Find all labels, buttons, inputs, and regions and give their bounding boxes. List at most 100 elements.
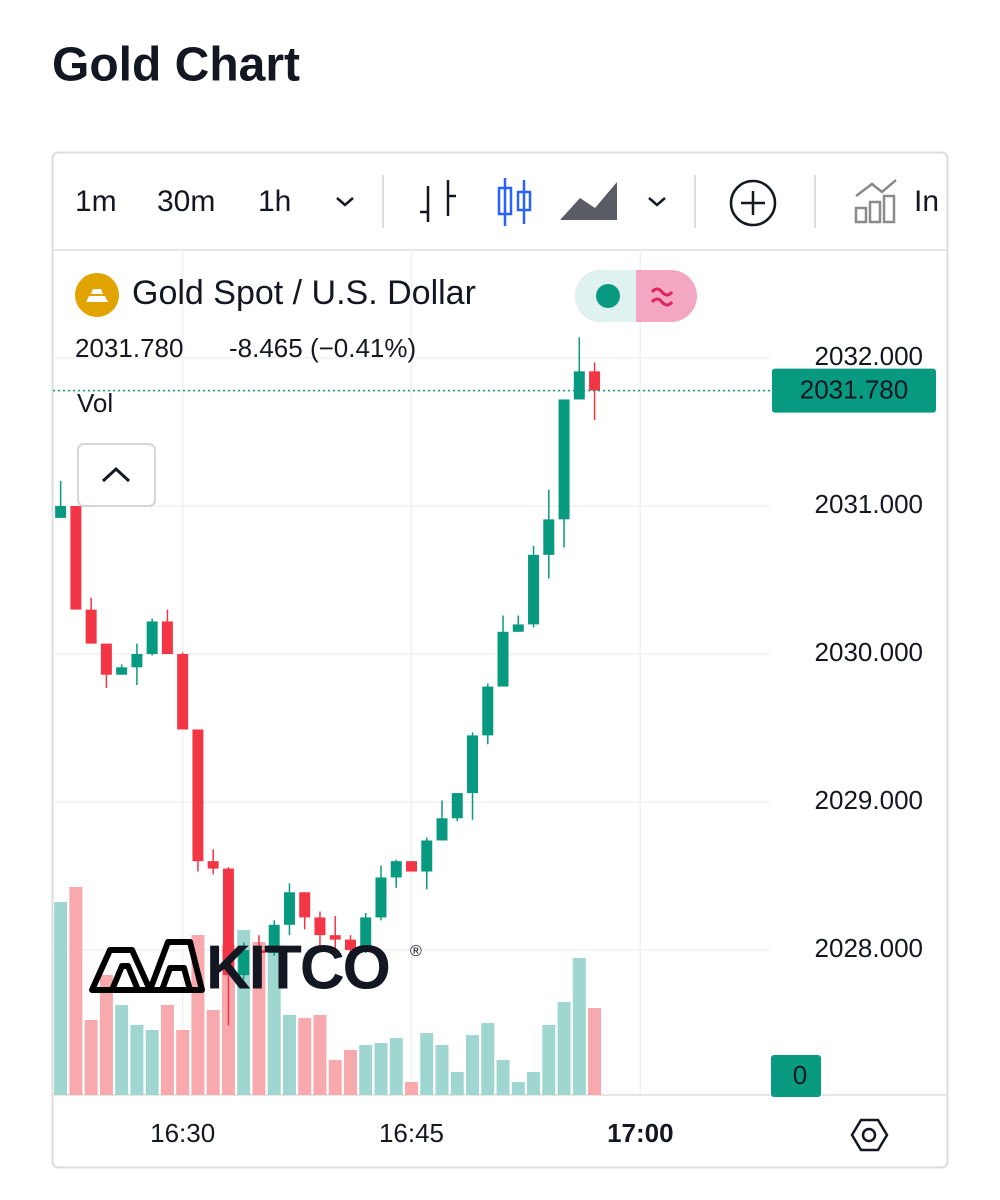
volume-bar: [435, 1045, 449, 1095]
volume-bar: [54, 902, 68, 1095]
y-tick-label: 2032.000: [815, 341, 923, 371]
candle-body: [528, 554, 540, 625]
candle-body: [131, 654, 143, 668]
candle-body: [100, 643, 112, 675]
symbol-icon: [75, 273, 119, 317]
market-open-dot: [596, 284, 620, 308]
volume-bar: [176, 1030, 190, 1095]
volume-bar: [298, 1018, 312, 1095]
settings-icon[interactable]: [850, 1118, 889, 1152]
symbol-icon-bars: [86, 289, 108, 302]
interval-button[interactable]: 30m: [157, 185, 215, 218]
candle-body: [177, 654, 189, 730]
interval-button[interactable]: 1m: [75, 185, 117, 218]
volume-bar: [588, 1008, 602, 1095]
volume-bar: [267, 945, 281, 1095]
volume-bar: [496, 1060, 510, 1095]
candle-body: [573, 371, 585, 400]
dropdown-icon[interactable]: [648, 197, 666, 207]
candle-body: [589, 371, 601, 391]
watermark-text: KITCO: [206, 933, 389, 1002]
candle-body: [146, 621, 158, 655]
x-tick-label: 17:00: [607, 1118, 674, 1148]
volume-bar: [572, 958, 586, 1095]
volume-bar: [206, 1010, 220, 1095]
volume-bar: [328, 1060, 342, 1095]
candle-body: [192, 729, 204, 862]
volume-bar: [450, 1072, 464, 1095]
candle-body: [283, 892, 295, 925]
volume-legend: Vol: [77, 388, 113, 418]
collapse-icon: [101, 466, 131, 483]
bars-icon[interactable]: [420, 180, 456, 222]
indicators-icon[interactable]: [854, 179, 897, 224]
candle-body: [161, 621, 173, 655]
candle-body: [299, 892, 311, 918]
x-tick-label: 16:30: [150, 1118, 215, 1148]
volume-bar: [374, 1043, 388, 1095]
collapse-button[interactable]: [77, 443, 156, 507]
volume-bar: [389, 1038, 403, 1095]
volume-bar: [511, 1082, 525, 1095]
candle-body: [436, 818, 448, 841]
candle-body: [543, 519, 555, 555]
candle-body: [314, 917, 326, 936]
candle-body: [116, 667, 128, 675]
volume-bar: [313, 1015, 327, 1095]
volume-bar: [405, 1082, 418, 1095]
candle-body: [406, 861, 417, 872]
y-tick-label: 2028.000: [815, 933, 923, 963]
candle-body: [421, 840, 433, 872]
candle-body: [558, 399, 570, 520]
volume-bar: [542, 1025, 556, 1095]
volume-bar: [466, 1035, 480, 1095]
volume-bar: [115, 1005, 129, 1095]
candle-body: [360, 917, 372, 950]
candle-body: [451, 793, 463, 819]
last-price: 2031.780: [75, 333, 183, 363]
x-tick-label: 16:45: [379, 1118, 444, 1148]
watermark-registered: ®: [410, 943, 422, 960]
last-price-tag: [772, 368, 936, 413]
volume-bar: [359, 1045, 373, 1095]
candle-body: [497, 631, 509, 687]
compare-icon[interactable]: [729, 179, 777, 227]
candle-body: [268, 924, 280, 953]
volume-bar: [557, 1002, 571, 1095]
y-tick-label: 2029.000: [815, 785, 923, 815]
volume-tick-tag: [771, 1055, 821, 1097]
volume-bar: [130, 1025, 144, 1095]
volume-bar: [420, 1033, 434, 1095]
candle-body: [222, 868, 234, 976]
candle-body: [375, 877, 387, 918]
area-icon[interactable]: [560, 182, 617, 220]
dropdown-icon[interactable]: [336, 197, 354, 207]
plot-area: 2028.000 2029.000 2030.000 2031.000 2032.000…: [53, 250, 947, 1148]
candle-body: [70, 506, 82, 610]
candles-icon[interactable]: [497, 178, 532, 226]
watermark: KITCO ®: [89, 933, 422, 1002]
volume-bar: [84, 1020, 98, 1095]
candle-body: [253, 949, 265, 953]
volume-bar: [99, 975, 113, 1095]
price-change: -8.465 (−0.41%): [229, 333, 416, 363]
candle-body: [390, 861, 402, 878]
candle-body: [467, 735, 479, 794]
last-price-tag-label: 2031.780: [800, 374, 908, 404]
toolbar-label[interactable]: In: [914, 185, 939, 218]
interval-button[interactable]: 1h: [258, 185, 291, 218]
volume-bar: [160, 1005, 174, 1095]
volume-bar: [145, 1030, 159, 1095]
volume-bar: [69, 887, 83, 1095]
candle-body: [482, 686, 494, 736]
candle-body: [344, 939, 356, 950]
volume-bar: [527, 1072, 541, 1095]
watermark-logo: [89, 939, 205, 993]
y-tick-label: 2030.000: [815, 637, 923, 667]
volume-bar: [252, 942, 266, 1095]
volume-bar: [481, 1023, 495, 1095]
delayed-icon: [650, 287, 674, 307]
legend-overlay: Gold Spot / U.S. Dollar 2031.780 -8.465 …: [75, 270, 697, 507]
y-tick-label: 2031.000: [815, 489, 923, 519]
